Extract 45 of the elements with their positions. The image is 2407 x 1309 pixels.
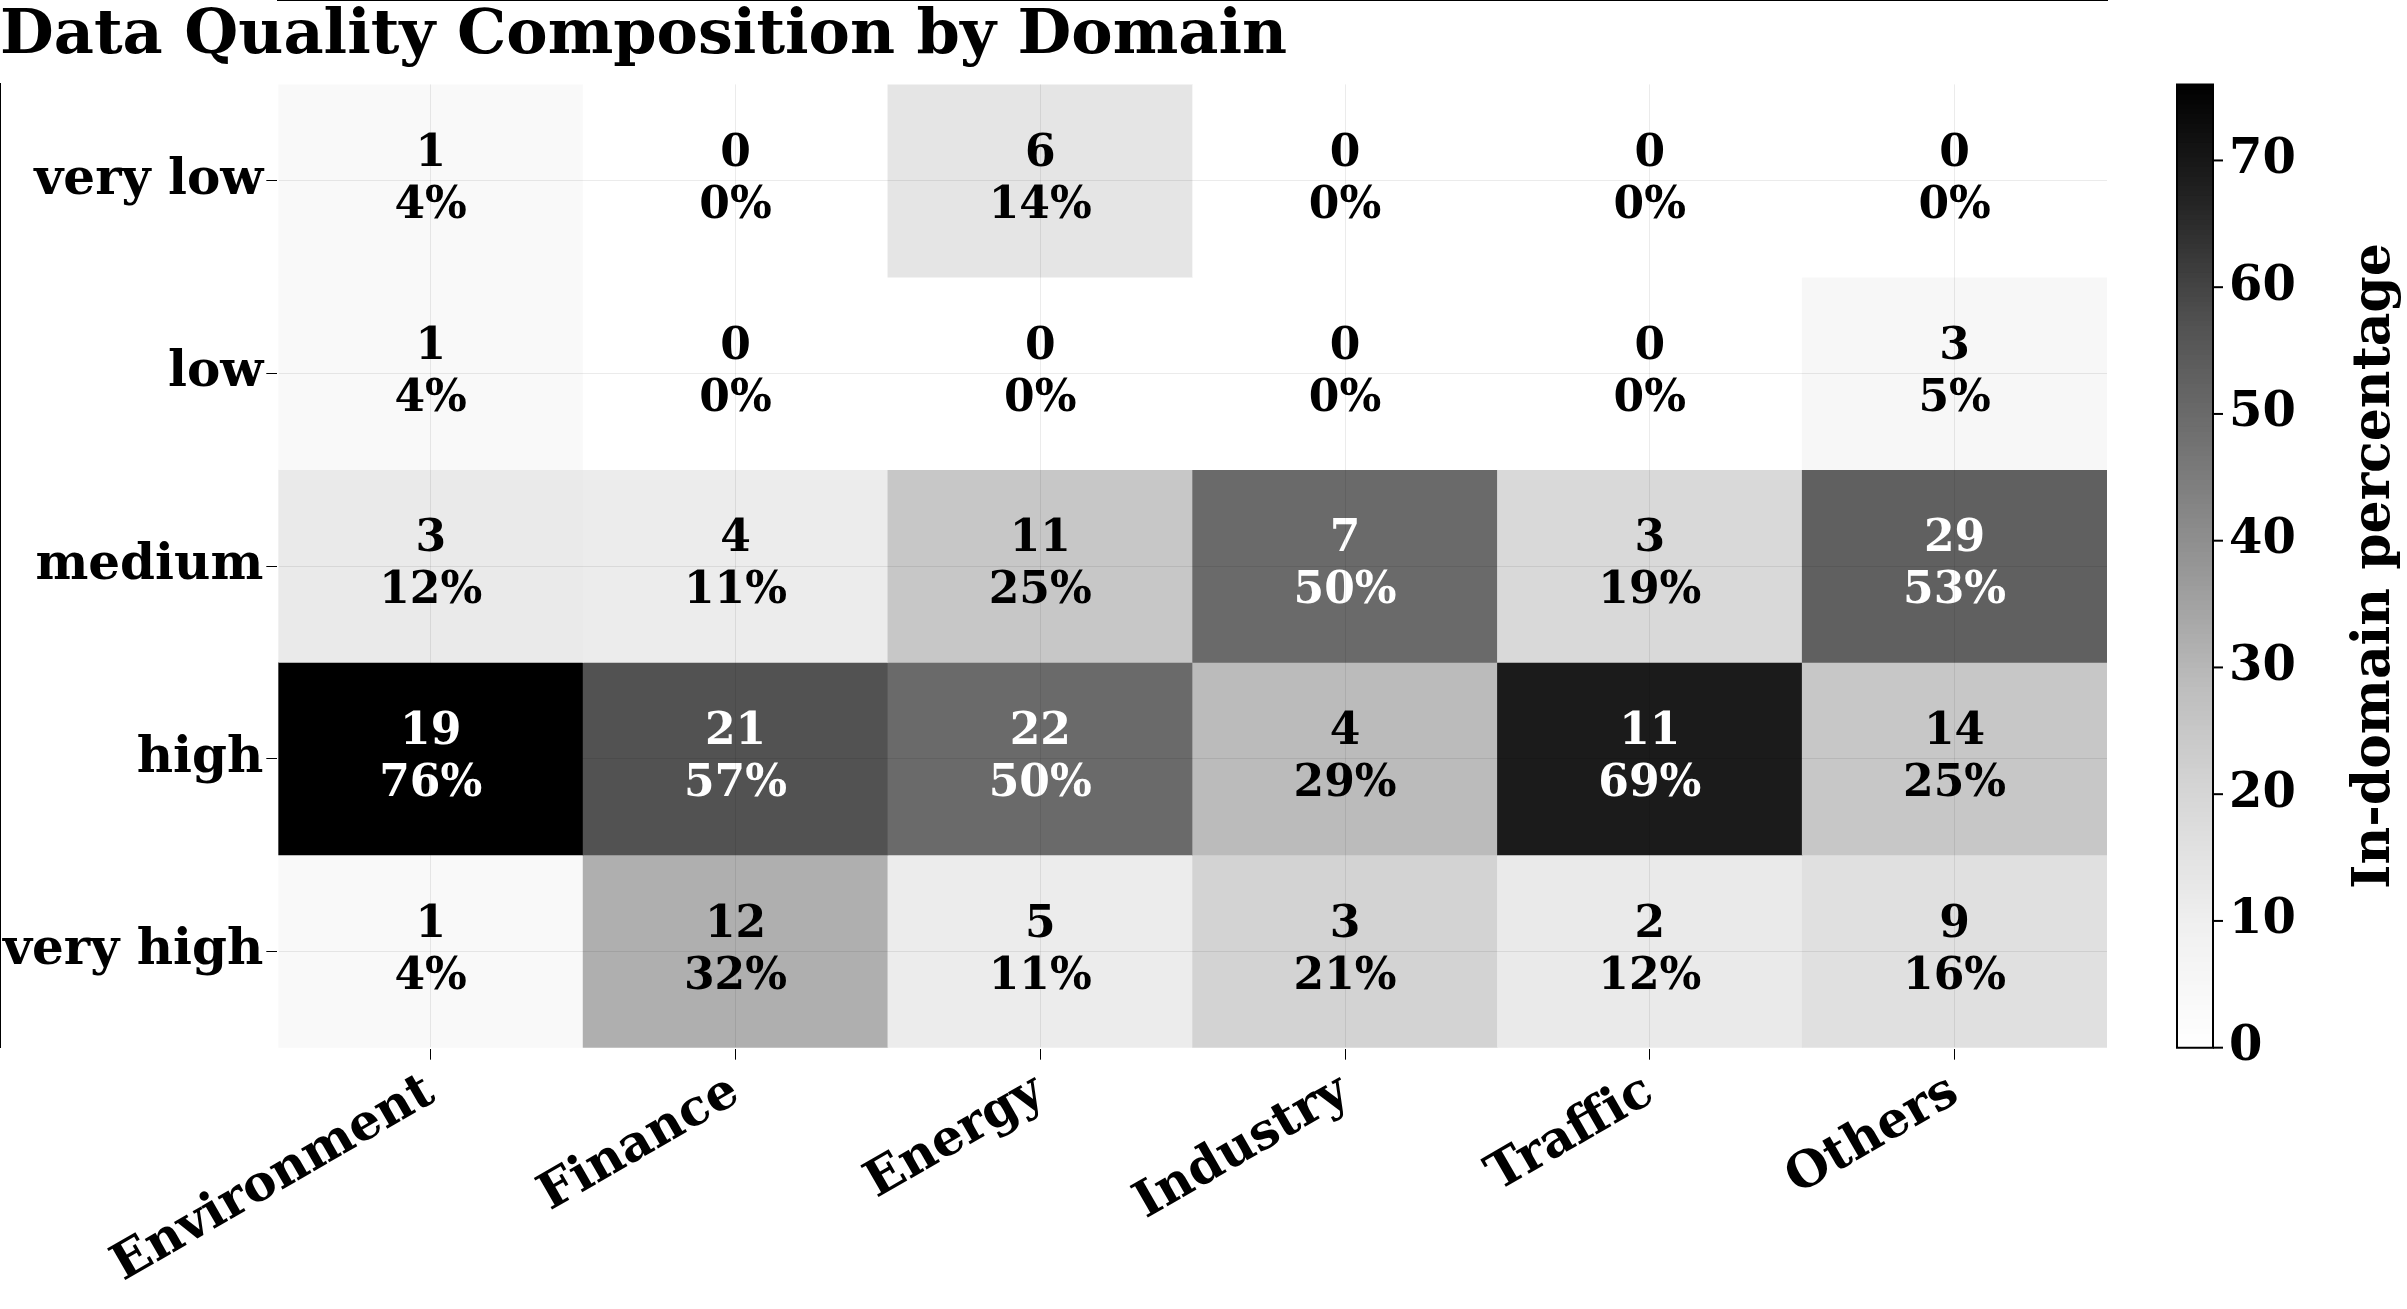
color-bar-label: 10	[2229, 888, 2296, 945]
y-tick-label: very low	[33, 146, 266, 206]
data-label: 0 0%	[699, 317, 772, 421]
data-label: 3 19%	[1598, 510, 1702, 614]
data-label: 22 50%	[988, 703, 1092, 807]
chart-title: Data Quality Composition by Domain	[0, 0, 1288, 69]
data-label: 0 0%	[1613, 317, 1687, 421]
color-bar-title: In-domain percentage	[2339, 243, 2401, 889]
data-label: 1 4%	[394, 317, 467, 421]
data-label: 6 14%	[988, 125, 1092, 229]
data-label: 0 0%	[699, 125, 772, 229]
color-bar-label: 70	[2229, 127, 2296, 184]
y-tick-label: high	[136, 724, 264, 784]
color-bar-label: 20	[2229, 761, 2296, 818]
data-label: 29 53%	[1903, 510, 2007, 614]
color-bar-label: 40	[2229, 508, 2296, 565]
data-label: 3 5%	[1918, 317, 1991, 421]
data-label: 0 0%	[1613, 125, 1687, 229]
data-label: 2 12%	[1598, 895, 1702, 999]
color-bar-label: 50	[2229, 381, 2296, 438]
y-tick-label: very high	[2, 917, 264, 977]
y-tick-label: low	[167, 339, 266, 399]
data-label: 1 4%	[394, 125, 467, 229]
data-label: 5 11%	[988, 895, 1092, 999]
data-label: 11 69%	[1598, 703, 1702, 807]
data-label: 0 0%	[1918, 125, 1991, 229]
data-label: 9 16%	[1903, 895, 2007, 999]
data-label: 3 12%	[379, 510, 483, 614]
data-label: 4 29%	[1293, 703, 1397, 807]
data-label: 4 11%	[683, 510, 788, 614]
color-bar-label: 60	[2229, 254, 2296, 311]
data-label: 14 25%	[1903, 703, 2007, 807]
data-label: 21 57%	[683, 703, 788, 807]
y-tick-label: medium	[35, 532, 264, 592]
data-label: 0 0%	[1004, 317, 1077, 421]
data-label: 7 50%	[1293, 510, 1397, 614]
data-label: 19 76%	[379, 703, 483, 807]
data-label: 0 0%	[1308, 317, 1382, 421]
data-label: 0 0%	[1308, 125, 1382, 229]
data-label: 3 21%	[1293, 895, 1397, 999]
color-bar-label: 0	[2229, 1015, 2263, 1072]
data-label: 12 32%	[683, 895, 788, 999]
data-label: 11 25%	[988, 510, 1092, 614]
color-bar-label: 30	[2229, 634, 2296, 691]
data-label: 1 4%	[394, 895, 467, 999]
